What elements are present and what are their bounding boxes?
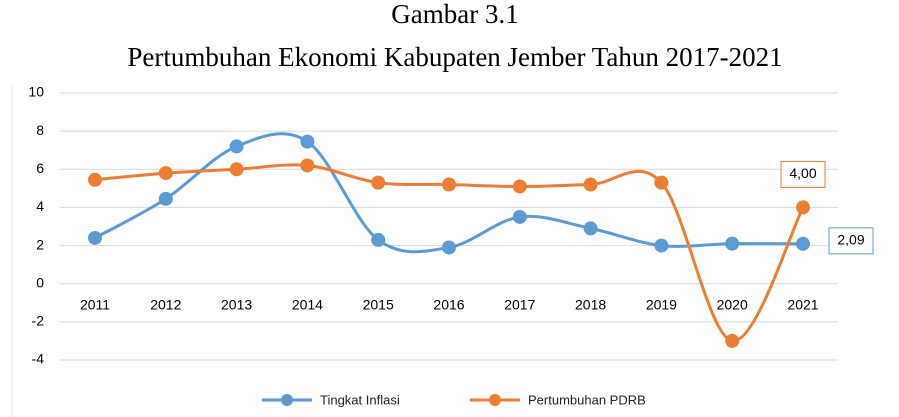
legend-marker	[489, 394, 501, 406]
y-tick-label: -4	[32, 351, 45, 367]
y-tick-label: 8	[36, 122, 44, 138]
data-point	[371, 232, 386, 247]
data-point	[512, 179, 527, 194]
data-point	[796, 200, 810, 215]
series-line	[94, 132, 804, 254]
data-point	[300, 158, 315, 173]
data-label: 2,09	[837, 232, 864, 248]
data-point	[158, 166, 173, 181]
data-point	[654, 175, 669, 190]
data-point	[512, 209, 527, 224]
y-tick-label: 6	[36, 160, 44, 176]
data-label: 4,00	[789, 165, 816, 181]
x-tick-label: 2014	[292, 296, 323, 312]
legend-label: Pertumbuhan PDRB	[528, 392, 646, 407]
data-point	[725, 236, 740, 251]
y-tick-label: 2	[36, 236, 44, 252]
legend-label: Tingkat Inflasi	[320, 392, 400, 407]
y-tick-label: 10	[28, 84, 44, 100]
data-point	[371, 175, 386, 190]
data-point	[442, 240, 456, 255]
x-tick-label: 2020	[717, 296, 748, 312]
x-tick-label: 2018	[575, 296, 606, 312]
y-tick-label: -2	[32, 313, 45, 329]
data-point	[583, 221, 598, 236]
data-point	[583, 177, 598, 192]
chart-title: Gambar 3.1	[391, 0, 518, 29]
x-tick-label: 2015	[363, 296, 394, 312]
x-tick-label: 2013	[221, 296, 252, 312]
x-tick-label: 2019	[646, 296, 677, 312]
x-tick-label: 2012	[150, 296, 181, 312]
data-point	[725, 333, 740, 348]
y-tick-label: 0	[36, 274, 44, 290]
data-point	[158, 191, 173, 206]
data-point	[300, 134, 315, 149]
x-tick-label: 2017	[504, 296, 535, 312]
data-point	[654, 238, 669, 253]
data-point	[796, 236, 810, 251]
x-tick-label: 2011	[80, 296, 110, 312]
data-point	[88, 230, 102, 245]
data-point	[442, 177, 456, 192]
data-point	[88, 172, 102, 187]
data-point	[229, 162, 244, 177]
x-tick-label: 2016	[433, 296, 464, 312]
data-label-box	[780, 160, 826, 188]
chart-subtitle: Pertumbuhan Ekonomi Kabupaten Jember Tah…	[127, 42, 782, 72]
x-tick-label: 2021	[787, 296, 818, 312]
data-label-box	[828, 227, 874, 255]
y-tick-label: 4	[36, 198, 44, 214]
data-point	[229, 139, 244, 154]
legend-marker	[281, 394, 293, 406]
